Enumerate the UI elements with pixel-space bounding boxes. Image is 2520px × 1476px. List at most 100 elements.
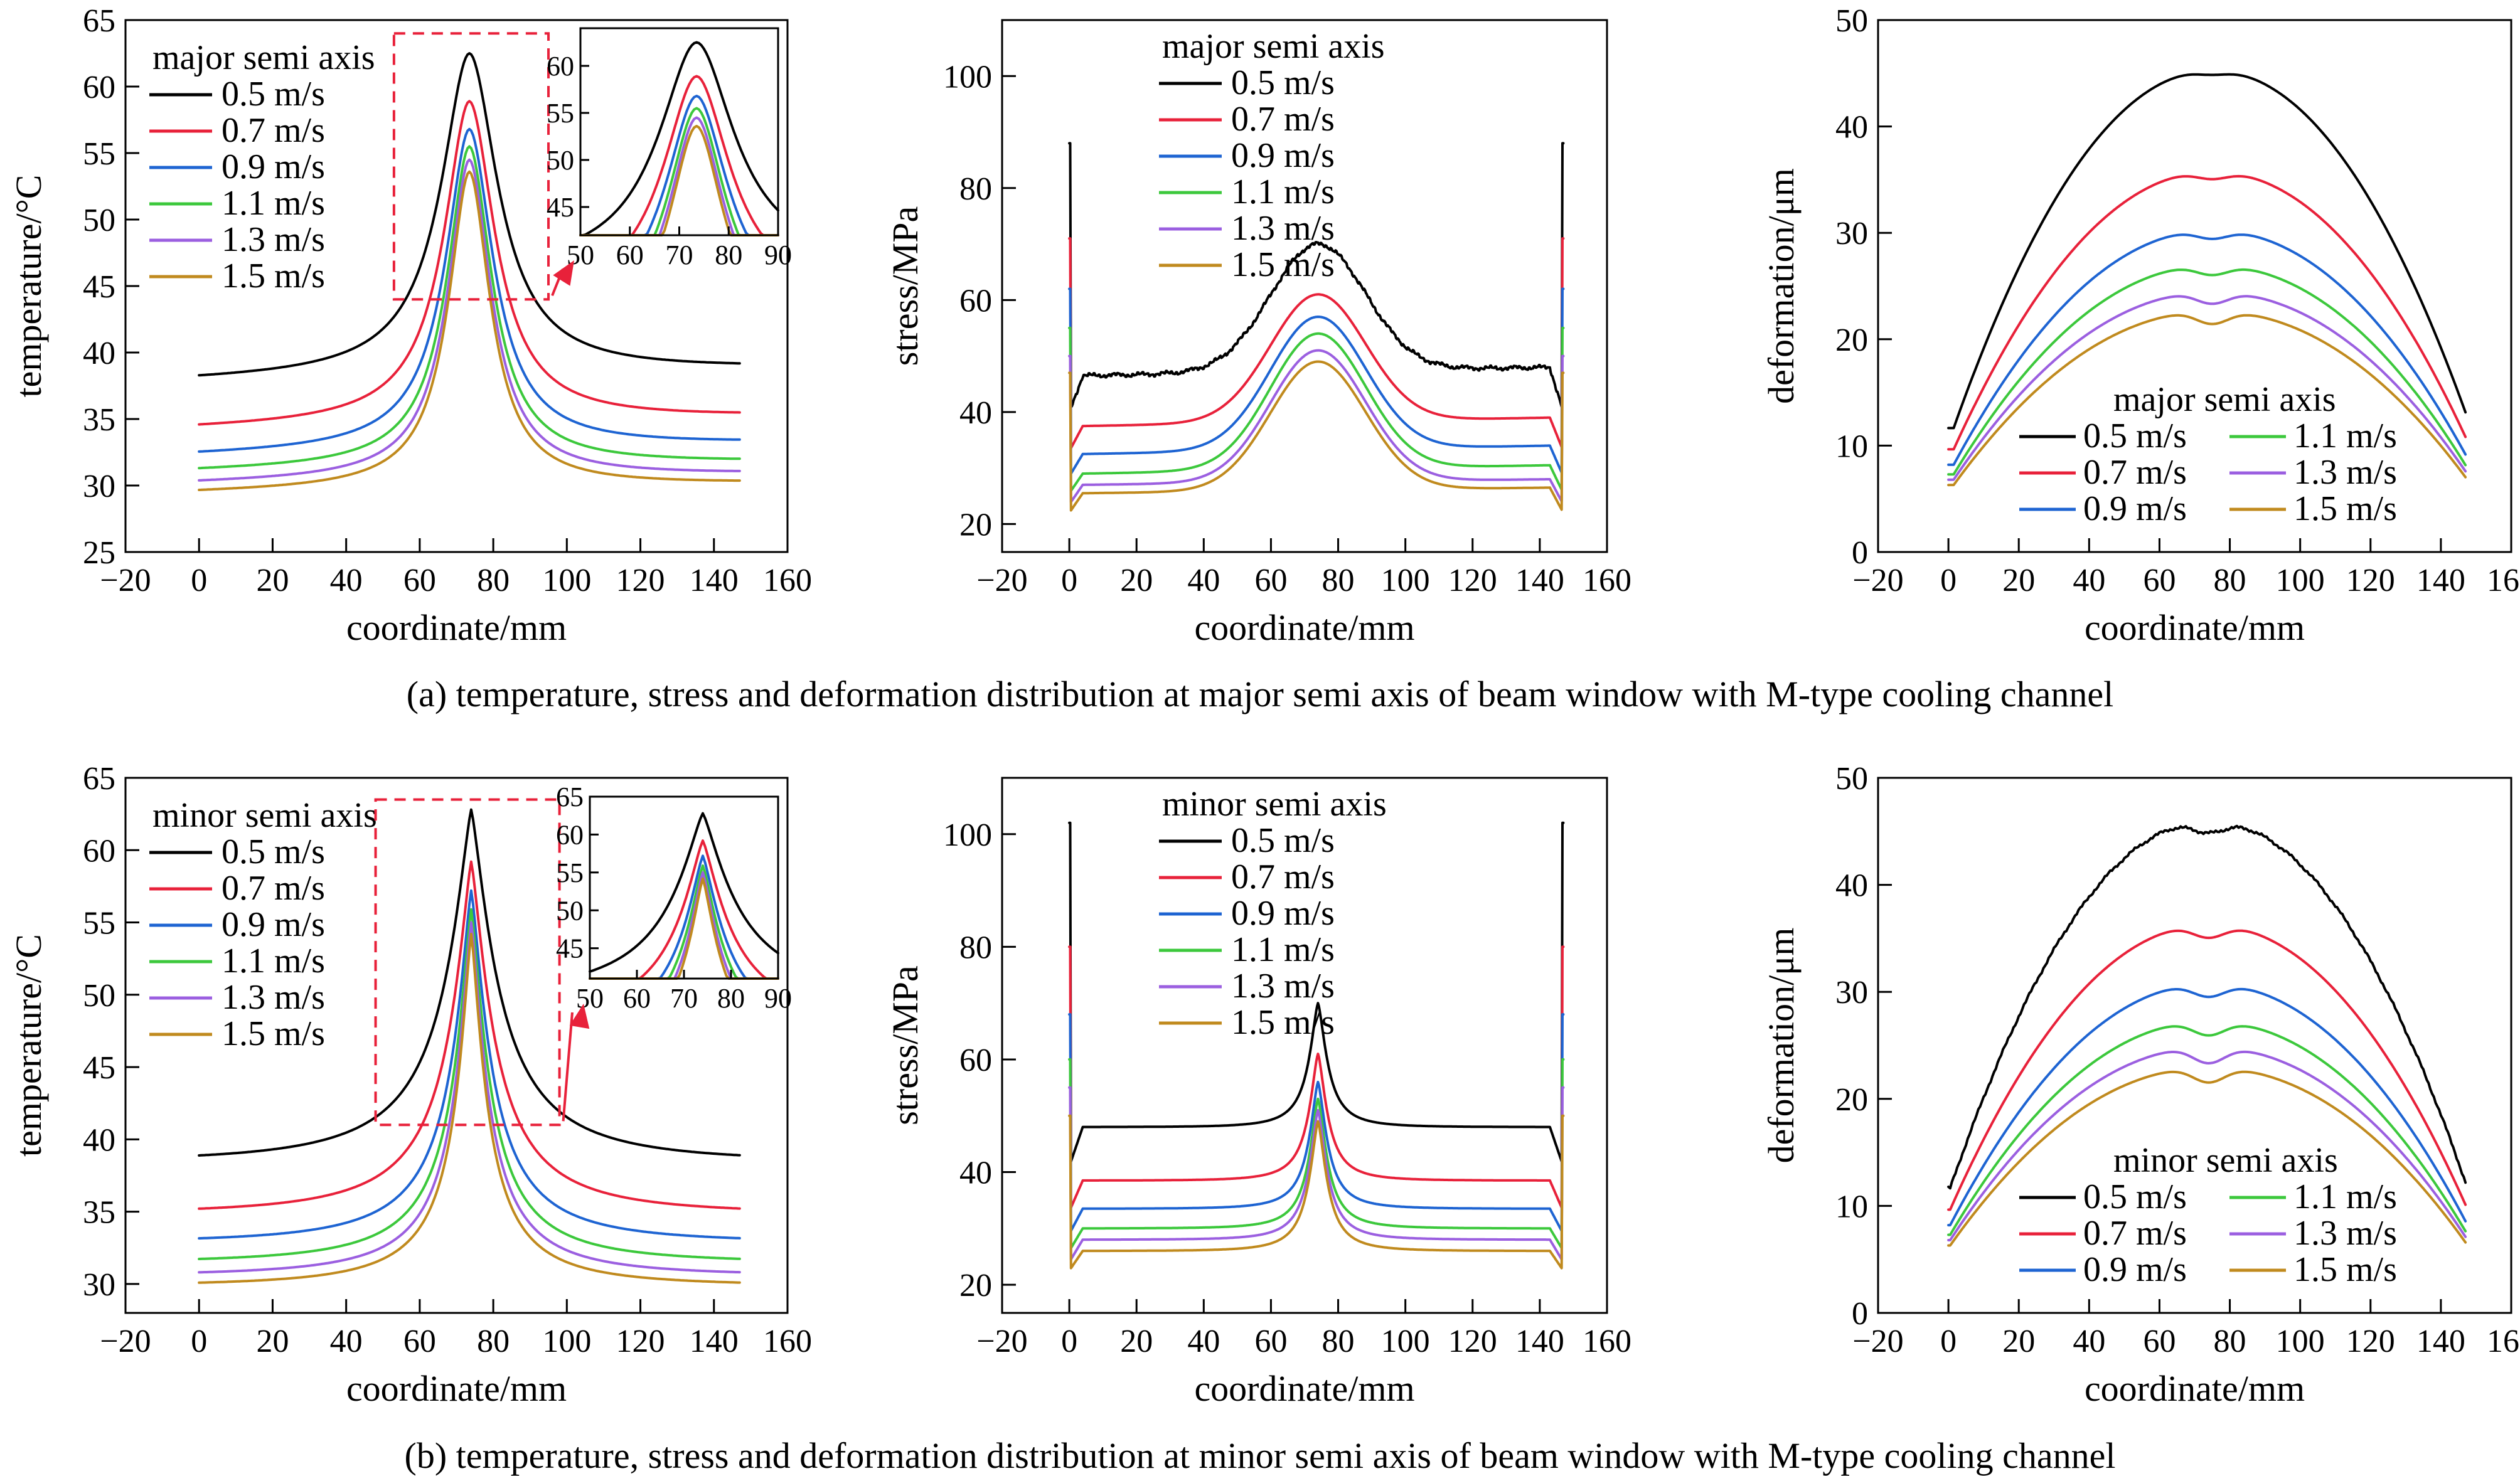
inset-x-tick-label: 80 [715,240,742,270]
y-tick-label: 20 [959,507,992,543]
series-line-11 [1068,1058,1565,1250]
inset-x-tick-label: 90 [764,240,792,270]
series-line-05 [198,52,741,377]
x-tick-label: 0 [191,1324,207,1359]
y-tick-label: 55 [83,136,115,172]
inset-y-tick-label: 55 [547,98,574,129]
inset-y-tick-label: 55 [556,857,584,888]
y-tick-label: 0 [1852,1296,1868,1332]
zoom-arrow-head [569,1004,590,1029]
y-axis-label: temperature/°C [8,175,49,398]
y-axis-label: stress/MPa [885,965,926,1125]
frame [124,777,789,1314]
x-tick-label: 80 [477,563,510,598]
chart-b3: −2002040608010012014016001020304050coord… [1761,761,2520,1409]
y-tick-label: 50 [83,203,115,238]
x-tick-label: 160 [763,563,812,598]
legend-label: 1.5 m/s [1231,245,1335,284]
series-line-11 [1947,268,2467,476]
legend-title: major semi axis [2113,380,2336,419]
y-tick-label: 50 [1835,761,1868,797]
legend-label: 0.7 m/s [2083,1214,2187,1253]
y-axis-label: deformation/μm [1761,928,1802,1164]
series-line-11 [198,908,741,1260]
y-tick-label: 35 [83,1195,115,1231]
legend-label: 1.3 m/s [2293,1214,2397,1253]
series-line-11 [1068,326,1565,492]
x-tick-label: 100 [2276,1324,2325,1359]
x-tick-label: 100 [542,563,591,598]
inset-x-tick-label: 80 [717,983,745,1014]
series-line-05 [1068,142,1565,408]
x-tick-label: 140 [690,563,739,598]
x-tick-label: 80 [1322,1324,1355,1359]
series-line-13 [1068,349,1565,504]
y-tick-label: 20 [1835,322,1868,358]
legend-label: 1.5 m/s [222,257,325,295]
frame [1877,19,2512,553]
series-group [1068,821,1565,1270]
x-tick-label: 140 [1515,563,1564,598]
y-tick-label: 60 [83,70,115,105]
y-tick-label: 60 [959,1043,992,1078]
series-line-09 [1068,1013,1565,1233]
x-tick-label: 20 [2002,563,2035,598]
x-tick-label: −20 [976,1324,1027,1359]
legend-label: 0.5 m/s [2083,1177,2187,1216]
y-tick-label: 50 [83,978,115,1014]
x-tick-label: 120 [616,563,665,598]
x-tick-label: 20 [2002,1324,2035,1359]
chart-panels: −20 0 20 40 60 80 100 120 140 1602530354045505560… [8,3,2520,1409]
x-tick-label: 160 [1583,1324,1631,1359]
x-tick-label: 60 [403,563,436,598]
inset-x-tick-label: 70 [666,240,693,270]
y-tick-label: 60 [959,283,992,319]
chart-b2: −20 0 20 40 60 80 100 120 140 160 20 40 60 80 100 coord… [885,777,1631,1409]
y-tick-label: 40 [1835,110,1868,146]
inset-x-tick-label: 60 [616,240,644,270]
legend-label: 1.5 m/s [2293,489,2397,528]
series-line-13 [1068,1086,1565,1261]
series-line-13 [1947,1050,2467,1241]
x-tick-label: 40 [2073,1324,2105,1359]
legend-label: 0.7 m/s [1231,857,1335,896]
zoom-region-box [392,32,550,301]
legend-label: 0.7 m/s [222,869,325,908]
series-line-13 [198,921,741,1274]
x-tick-label: −20 [100,563,151,598]
y-tick-label: 45 [83,269,115,305]
legend-label: 0.7 m/s [2083,453,2187,492]
series-group [1947,824,2467,1247]
zoom-arrow-head [553,260,574,286]
series-line-07 [1947,929,2467,1211]
series-line-15 [1947,314,2467,487]
series-line-09 [1947,987,2467,1227]
x-tick-label: 140 [690,1324,739,1359]
x-tick-label: 60 [1254,1324,1287,1359]
legend-label: 0.9 m/s [1231,136,1335,175]
x-tick-label: 120 [616,1324,665,1359]
legend-label: 0.7 m/s [1231,100,1335,139]
series-line-07 [198,100,741,426]
series-line-07 [198,860,741,1210]
x-tick-label: 100 [542,1324,591,1359]
inset-y-tick-label: 60 [556,819,584,850]
x-tick-label: 60 [403,1324,436,1359]
zoom-arrow [562,1012,574,1122]
series-group [198,808,741,1284]
legend-label: 1.3 m/s [2293,453,2397,492]
caption-b: (b) temperature, stress and deformation … [405,1435,2116,1476]
x-tick-label: 80 [2214,1324,2246,1359]
series-line-09 [1068,287,1565,475]
legend-label: 1.1 m/s [222,942,325,980]
legend-title: minor semi axis [152,796,377,835]
x-tick-label: 100 [2276,563,2325,598]
x-tick-label: 120 [2346,563,2395,598]
x-tick-label: −20 [976,563,1027,598]
x-tick-label: 140 [2416,1324,2465,1359]
y-tick-label: 20 [959,1268,992,1303]
